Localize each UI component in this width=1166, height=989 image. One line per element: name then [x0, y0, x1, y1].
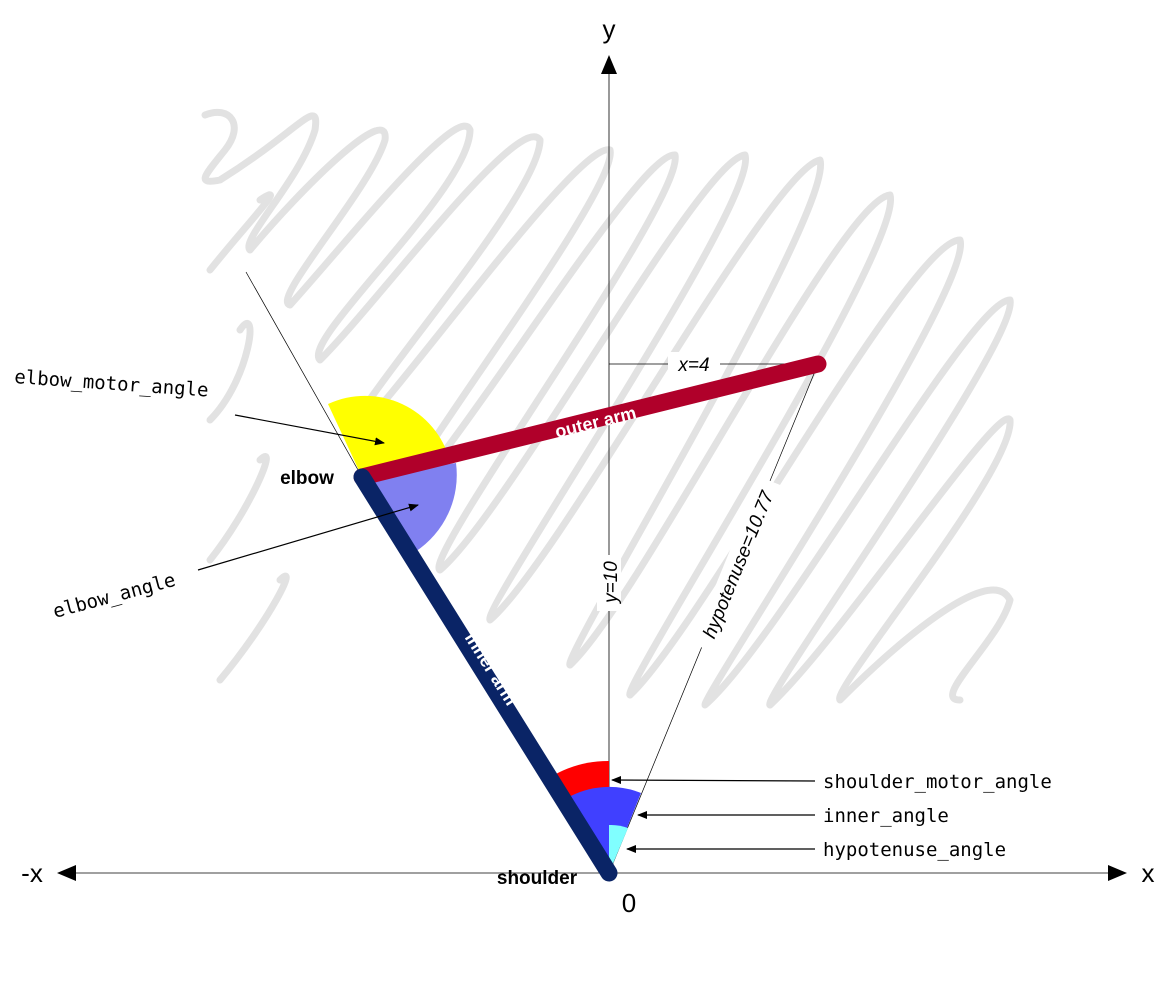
hypotenuse-angle-label: hypotenuse_angle: [823, 839, 1006, 861]
neg-x-axis-label: -x: [21, 858, 43, 888]
x-axis-label: x: [1142, 858, 1155, 888]
x-dimension-label-bg: [668, 352, 720, 376]
elbow-angle-pointer: [197, 503, 419, 571]
x-dimension-label: x=4: [677, 355, 709, 376]
elbow-motor-angle-pointer: [234, 414, 385, 446]
workspace-scribble: [201, 108, 1014, 709]
elbow-motor-angle-label: elbow_motor_angle: [14, 366, 210, 402]
shoulder-motor-angle-pointer: [611, 776, 816, 785]
hypotenuse-label-bg: [691, 476, 785, 654]
hypotenuse-angle-wedge: [609, 824, 628, 873]
y-axis-arrowhead: [601, 55, 617, 74]
elbow-angle-label: elbow_angle: [51, 569, 178, 623]
neg-x-axis-arrowhead: [57, 865, 76, 881]
inner-angle-wedge: [567, 786, 641, 873]
shoulder-motor-angle-label: shoulder_motor_angle: [823, 771, 1052, 793]
elbow-guide-line: [245, 271, 363, 478]
hypotenuse-label: hypotenuse=10.77: [699, 487, 779, 641]
x-axis-arrowhead: [1108, 865, 1127, 881]
y-dimension-label-bg: [597, 555, 621, 611]
inner-angle-label: inner_angle: [823, 805, 949, 827]
y-axis-label: y: [603, 14, 616, 44]
shoulder-label: shoulder: [497, 868, 578, 889]
origin-label: 0: [622, 888, 636, 918]
elbow-label: elbow: [280, 468, 334, 489]
inner-arm: [353, 468, 618, 882]
y-dimension-label: y=10: [601, 561, 622, 605]
outer-arm: [353, 355, 827, 486]
